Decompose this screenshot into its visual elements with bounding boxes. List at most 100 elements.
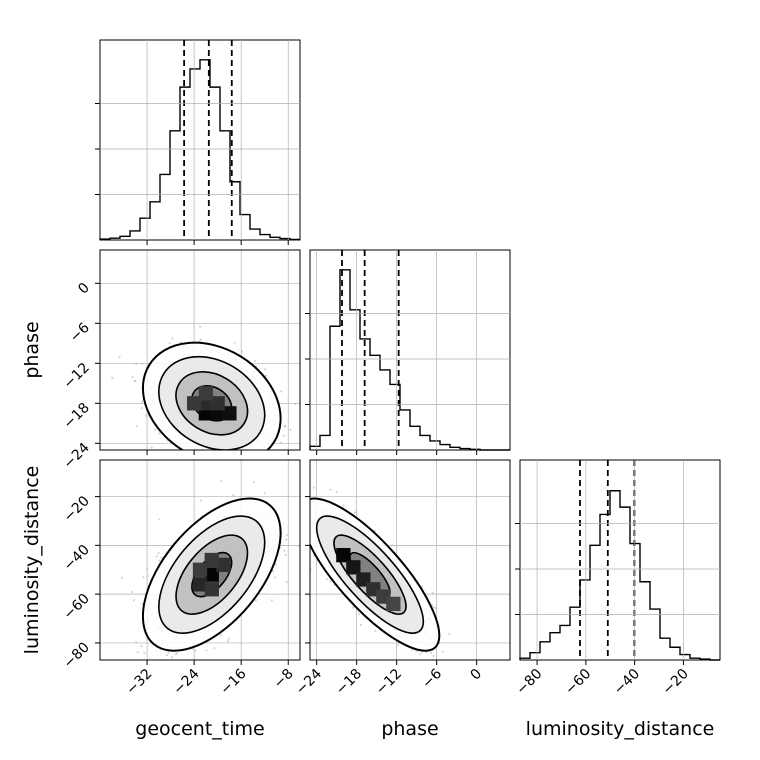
sample-point bbox=[305, 504, 307, 506]
sample-point bbox=[252, 481, 255, 484]
sample-point bbox=[183, 664, 185, 666]
sample-point bbox=[437, 687, 439, 689]
sample-point bbox=[135, 425, 138, 428]
sample-point bbox=[225, 451, 227, 453]
x-ticks-phase bbox=[316, 450, 478, 455]
sample-point bbox=[282, 434, 285, 437]
sample-point bbox=[168, 342, 171, 345]
sample-point bbox=[240, 350, 244, 353]
sample-point bbox=[289, 428, 292, 431]
sample-point bbox=[303, 502, 305, 504]
y-ticks-luminosity-distance bbox=[305, 496, 310, 644]
density-cell bbox=[346, 560, 361, 575]
gridlines bbox=[100, 40, 300, 240]
sample-point bbox=[131, 590, 134, 593]
sample-point bbox=[229, 452, 231, 454]
sample-point bbox=[302, 520, 304, 522]
sample-point bbox=[142, 576, 145, 579]
sample-point bbox=[263, 492, 266, 495]
panel-frame bbox=[99, 39, 301, 241]
sample-point bbox=[483, 690, 485, 692]
sample-point bbox=[219, 634, 223, 637]
sample-point bbox=[285, 580, 288, 584]
sample-point bbox=[283, 549, 286, 552]
sample-point bbox=[220, 480, 223, 483]
sample-point bbox=[285, 538, 288, 541]
x-tick-label: −12 bbox=[373, 666, 405, 698]
sample-point bbox=[155, 555, 158, 558]
sample-point bbox=[250, 453, 252, 455]
sample-point bbox=[242, 452, 244, 454]
x-tick-label: −40 bbox=[611, 666, 643, 698]
sample-point bbox=[140, 645, 143, 648]
sample-point bbox=[171, 337, 174, 340]
sample-point bbox=[429, 651, 433, 655]
sample-point bbox=[296, 529, 298, 531]
sample-point bbox=[253, 359, 257, 363]
gridlines bbox=[310, 250, 510, 450]
sample-point bbox=[194, 649, 197, 652]
density-cell bbox=[336, 547, 351, 563]
sample-point bbox=[433, 606, 436, 609]
density-cell bbox=[216, 557, 231, 573]
sample-point bbox=[183, 473, 185, 475]
sample-point bbox=[295, 525, 297, 527]
y-axis-label-luminosity-distance: luminosity_distance bbox=[21, 466, 43, 655]
gridlines bbox=[520, 460, 720, 660]
sample-point bbox=[135, 641, 138, 644]
sample-point bbox=[432, 654, 435, 658]
sample-point bbox=[150, 446, 153, 449]
sample-point bbox=[165, 654, 168, 657]
sample-point bbox=[179, 341, 183, 344]
sample-point bbox=[199, 499, 202, 502]
sample-point bbox=[224, 464, 226, 466]
sample-point bbox=[279, 441, 282, 444]
sample-point bbox=[221, 460, 223, 462]
density-cell bbox=[192, 577, 208, 592]
sample-point bbox=[307, 512, 309, 514]
histogram-geocent-time bbox=[95, 39, 301, 241]
x-ticks-geocent-time: −32 −24 −16 −8 bbox=[123, 660, 297, 698]
y-tick-label: −12 bbox=[61, 360, 93, 392]
x-ticks-geocent-time bbox=[146, 450, 289, 455]
sample-point bbox=[211, 452, 213, 454]
histogram-phase bbox=[305, 249, 511, 451]
sample-point bbox=[153, 428, 157, 431]
x-axis-label-phase: phase bbox=[381, 718, 438, 740]
density-cell bbox=[222, 406, 237, 421]
sample-point bbox=[145, 568, 149, 571]
sample-point bbox=[307, 534, 309, 536]
panel-frame bbox=[99, 249, 301, 451]
sample-point bbox=[205, 649, 208, 652]
sample-point bbox=[206, 466, 208, 468]
sample-point bbox=[170, 656, 173, 659]
sample-point bbox=[431, 591, 434, 595]
sample-point bbox=[157, 551, 160, 555]
sample-point bbox=[274, 576, 277, 579]
joint-panel-geocent-time-vs-luminosity-distance bbox=[99, 459, 301, 666]
sample-point bbox=[227, 456, 229, 458]
x-tick-label: −6 bbox=[419, 666, 445, 692]
sample-point bbox=[312, 486, 315, 489]
sample-point bbox=[342, 504, 345, 507]
joint-panel-content bbox=[295, 460, 510, 692]
joint-panel-content bbox=[100, 250, 300, 492]
sample-point bbox=[431, 604, 434, 607]
sample-point bbox=[195, 490, 197, 492]
sample-point bbox=[294, 402, 297, 405]
sample-point bbox=[121, 576, 124, 579]
sample-point bbox=[210, 456, 212, 458]
panel-frame bbox=[519, 459, 721, 661]
panel-frame bbox=[99, 459, 301, 661]
sample-point bbox=[158, 559, 161, 562]
sample-point bbox=[235, 454, 237, 456]
sample-point bbox=[270, 473, 272, 475]
sample-point bbox=[212, 457, 214, 459]
sample-point bbox=[133, 379, 136, 383]
y-tick-label: −20 bbox=[61, 493, 93, 525]
x-ticks-luminosity-distance: −80 −60 −40 −20 bbox=[513, 660, 692, 698]
x-tick-label: −16 bbox=[217, 666, 249, 698]
sample-point bbox=[118, 355, 121, 359]
density-cell bbox=[204, 582, 219, 597]
